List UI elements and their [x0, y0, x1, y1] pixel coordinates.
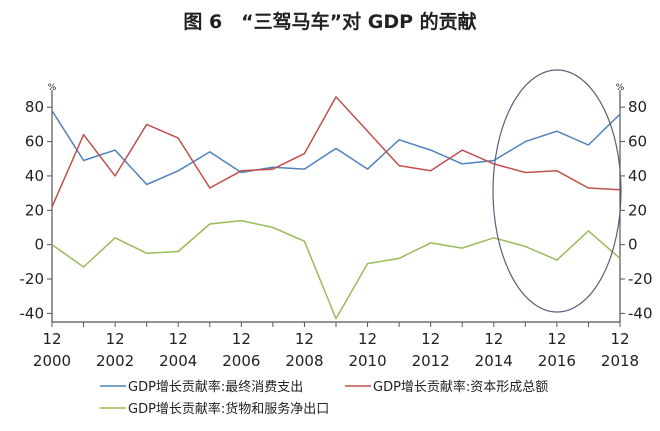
- x-tick-label-year: 2014: [475, 352, 513, 370]
- y-tick-label-left: 80: [25, 98, 44, 116]
- y-tick-label-left: 60: [25, 133, 44, 151]
- y-tick-label-left: -40: [20, 304, 45, 322]
- x-tick-label-month: 12: [484, 330, 503, 348]
- x-tick-label-year: 2016: [538, 352, 576, 370]
- x-tick-label-month: 12: [232, 330, 251, 348]
- right-y-unit: %: [616, 83, 625, 93]
- legend: GDP增长贡献率:最终消费支出 GDP增长贡献率:资本形成总额 GDP增长贡献率:货…: [100, 379, 548, 417]
- x-tick-label-year: 2008: [285, 352, 323, 370]
- x-tick-label-month: 12: [106, 330, 125, 348]
- y-tick-label-right: 80: [628, 98, 647, 116]
- y-tick-label-left: -20: [20, 270, 45, 288]
- x-tick-label-month: 12: [358, 330, 377, 348]
- x-tick-label-month: 12: [42, 330, 61, 348]
- y-tick-label-right: 60: [628, 133, 647, 151]
- series-line-1: [51, 110, 621, 186]
- highlight-ellipse: [492, 69, 622, 313]
- x-tick-label-year: 2000: [33, 352, 71, 370]
- x-tick-label-year: 2004: [159, 352, 197, 370]
- y-tick-label-left: 20: [25, 201, 44, 219]
- y-tick-label-left: 0: [34, 236, 44, 254]
- x-tick-label-year: 2010: [348, 352, 386, 370]
- legend-label-2: GDP增长贡献率:资本形成总额: [373, 379, 548, 395]
- x-tick-label-year: 2018: [601, 352, 639, 370]
- x-tick-label-year: 2006: [222, 352, 260, 370]
- y-tick-label-right: 0: [628, 236, 638, 254]
- legend-label-1: GDP增长贡献率:最终消费支出: [128, 379, 303, 395]
- x-tick-label-month: 12: [295, 330, 314, 348]
- x-tick-label-month: 12: [610, 330, 629, 348]
- x-tick-label-month: 12: [169, 330, 188, 348]
- x-tick-label-month: 12: [421, 330, 440, 348]
- legend-label-3: GDP增长贡献率:货物和服务净出口: [128, 401, 329, 417]
- axes: % %: [48, 83, 625, 323]
- series-lines: [51, 96, 621, 320]
- left-y-unit: %: [48, 83, 57, 93]
- y-tick-label-right: -40: [628, 304, 653, 322]
- series-line-2: [51, 96, 621, 208]
- y-tick-label-right: 40: [628, 167, 647, 185]
- chart-title: 图 6 “三驾马车”对 GDP 的贡献: [183, 10, 476, 33]
- x-tick-label-month: 12: [547, 330, 566, 348]
- y-tick-label-right: -20: [628, 270, 653, 288]
- y-tick-label-left: 40: [25, 167, 44, 185]
- x-ticks: 12 2000 12 2002 12 2004 12 2006 12 2008 12 2010 12 20…: [33, 322, 639, 370]
- y-tick-label-right: 20: [628, 201, 647, 219]
- x-tick-label-year: 2012: [412, 352, 450, 370]
- x-tick-label-year: 2002: [96, 352, 134, 370]
- series-line-3: [51, 219, 621, 320]
